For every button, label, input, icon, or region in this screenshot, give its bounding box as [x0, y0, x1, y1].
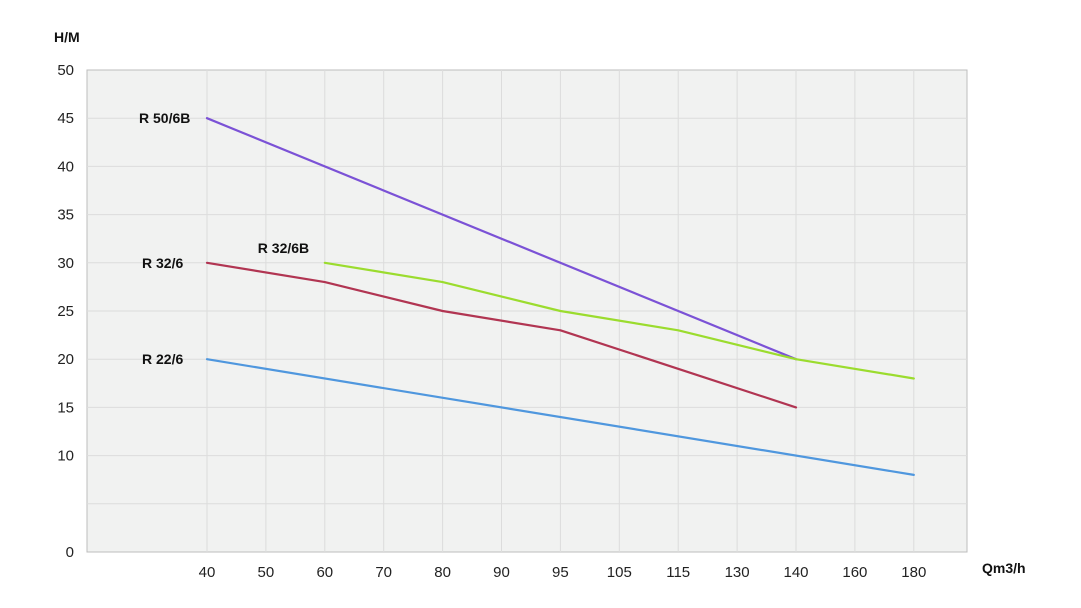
data-point-r-32-6: [206, 262, 208, 264]
y-tick-label: 20: [57, 351, 74, 368]
data-point-r-22-6: [206, 358, 208, 361]
data-point-r-32-6b: [677, 329, 679, 332]
data-point-r-22-6: [913, 474, 915, 476]
y-axis-ticks: 0 10 15 20 25 30 35 40 45 50: [57, 62, 74, 561]
x-tick-label: 80: [434, 564, 451, 581]
grid-lines: [87, 70, 967, 552]
x-axis-ticks: 40 50 60 70 80 90 95 105 115 130 140 160 180: [199, 564, 927, 581]
series-label-r-50-6b: R 50/6B: [139, 110, 190, 126]
series-line-r-50-6b: [205, 117, 798, 361]
series-line-r-22-6: [205, 358, 915, 476]
y-axis-title: H/M: [54, 29, 80, 45]
x-tick-label: 140: [783, 564, 808, 581]
x-tick-label: 50: [258, 564, 275, 581]
x-tick-label: 90: [493, 564, 510, 581]
data-point-r-32-6b: [559, 310, 562, 312]
x-tick-label: 115: [666, 564, 690, 581]
y-tick-label: 30: [57, 255, 74, 272]
data-point-r-32-6: [795, 406, 797, 409]
x-axis-title: Qm3/h: [982, 560, 1026, 576]
x-tick-label: 70: [375, 564, 392, 581]
data-point-r-32-6: [441, 310, 444, 312]
y-tick-label: 45: [57, 110, 74, 127]
data-point-r-32-6b: [913, 377, 915, 380]
series-label-r-32-6b: R 32/6B: [258, 240, 309, 256]
x-tick-label: 105: [607, 564, 632, 581]
series-label-r-32-6: R 32/6: [142, 255, 183, 271]
data-point-r-32-6b: [441, 281, 444, 283]
y-tick-label: 25: [57, 303, 74, 320]
x-tick-label: 180: [901, 564, 926, 581]
series-lines: [205, 117, 915, 476]
y-tick-label: 15: [57, 399, 74, 416]
y-tick-label: 50: [57, 62, 74, 79]
data-point-r-32-6: [559, 329, 562, 332]
x-tick-label: 40: [199, 564, 216, 581]
x-tick-label: 130: [725, 564, 750, 581]
y-tick-label: 0: [66, 544, 74, 561]
y-tick-label: 40: [57, 158, 74, 175]
data-point-r-32-6: [324, 281, 326, 283]
x-tick-label: 160: [842, 564, 867, 581]
series-labels: R 50/6B R 32/6B R 32/6 R 22/6: [139, 110, 309, 367]
data-point-r-32-6b: [795, 358, 797, 361]
x-tick-label: 95: [552, 564, 569, 581]
x-tick-label: 60: [316, 564, 333, 581]
data-point-r-32-6b: [324, 262, 326, 264]
y-tick-label: 10: [57, 448, 74, 465]
series-line-r-32-6b: [323, 261, 915, 380]
y-tick-label: 35: [57, 207, 74, 224]
series-label-r-22-6: R 22/6: [142, 351, 183, 367]
data-point-r-50-6b: [206, 117, 208, 119]
